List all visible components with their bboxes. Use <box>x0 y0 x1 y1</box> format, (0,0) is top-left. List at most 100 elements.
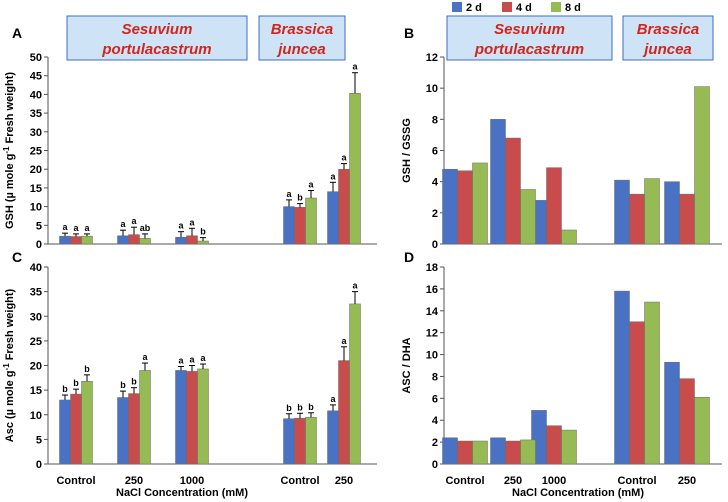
sig-letter-C: a <box>189 355 195 365</box>
bar-A-s0-c1 <box>117 235 129 245</box>
sig-letter-A: a <box>73 223 79 233</box>
bar-B-s0-c4 <box>664 181 680 245</box>
y-tick-label-C: 20 <box>30 361 42 373</box>
bar-D-s0-c3 <box>614 290 630 465</box>
sig-letter-C: b <box>62 384 68 394</box>
legend-swatch-1 <box>502 2 512 12</box>
bar-B-s1-c0 <box>457 170 473 245</box>
bar-C-s0-c1 <box>117 397 129 465</box>
species-banners: Sesuvium portulacastrum Brassica juncea Sesu… <box>66 15 714 61</box>
x-tick-label-C: 250 <box>125 475 143 487</box>
banner-brassica-right-line-0: Brassica <box>637 21 700 38</box>
sig-letter-A: b <box>297 193 303 203</box>
bar-B-s0-c1 <box>490 119 506 245</box>
y-tick-label-C: 40 <box>30 262 42 274</box>
x-tick-label-C: Control <box>56 475 95 487</box>
bar-A-s0-c4 <box>327 191 339 245</box>
bar-D-s0-c0 <box>442 437 458 465</box>
bar-D-s1-c4 <box>679 378 695 465</box>
bar-D-s2-c3 <box>644 301 660 465</box>
sig-letter-C: a <box>200 353 206 363</box>
sig-letter-C: a <box>142 352 148 362</box>
y-tick-label-A: 5 <box>36 220 42 232</box>
banner-brassica-right-box <box>622 15 714 61</box>
sig-letter-C: b <box>120 380 126 390</box>
sig-letter-A: a <box>286 189 292 199</box>
bar-B-s0-c3 <box>614 179 630 245</box>
bar-A-s0-c0 <box>59 235 71 245</box>
banner-brassica-left-box <box>258 15 346 61</box>
y-axis-title-D: ASC / DHA <box>401 337 413 393</box>
bar-C-s2-c1 <box>139 370 151 465</box>
panel-C: C 0 5 10 15 20 25 30 35 40 Asc (µ mole g-1 Fresh w… <box>2 249 377 487</box>
banner-sesuvium-left-line-0: Sesuvium <box>122 21 193 38</box>
y-tick-label-B: 2 <box>432 208 438 220</box>
bar-A-s2-c1 <box>139 238 151 245</box>
bar-C-s2-c2 <box>197 368 209 465</box>
y-tick-label-D: 2 <box>432 437 438 449</box>
panel-A: A 0 5 10 15 20 25 30 35 40 45 50 GSH (µ mole g-1 Fre… <box>2 25 377 251</box>
bar-C-s0-c2 <box>175 370 187 465</box>
y-tick-label-C: 15 <box>30 385 42 397</box>
x-tick-label-D: 250 <box>504 475 522 487</box>
legend-label-0: 2 d <box>466 2 482 14</box>
x-axis-title-right: NaCl Concentration (mM) <box>512 487 644 499</box>
sig-letter-A: a <box>341 153 347 163</box>
bar-A-s1-c4 <box>338 168 350 245</box>
bar-D-s2-c1 <box>520 439 536 465</box>
bar-A-s2-c0 <box>81 235 93 245</box>
banner-sesuvium-right-box <box>446 15 613 61</box>
bar-D-s2-c4 <box>694 396 710 465</box>
x-tick-label-C: Control <box>280 475 319 487</box>
bar-B-s0-c0 <box>442 168 458 245</box>
sig-letter-A: a <box>352 62 358 72</box>
bar-B-s1-c3 <box>629 193 645 245</box>
bar-C-s2-c3 <box>305 416 317 465</box>
bar-D-s1-c1 <box>505 440 521 465</box>
y-tick-label-A: 40 <box>30 89 42 101</box>
y-tick-label-A: 0 <box>36 239 42 251</box>
sig-letter-A: ab <box>140 223 151 233</box>
bar-B-s1-c1 <box>505 137 521 245</box>
y-tick-label-B: 10 <box>426 83 438 95</box>
x-axis-title-left: NaCl Concentration (mM) <box>116 487 248 499</box>
y-tick-label-B: 0 <box>432 239 438 251</box>
bar-C-s1-c3 <box>294 417 306 465</box>
x-tick-label-C: 250 <box>335 475 353 487</box>
y-tick-label-D: 16 <box>426 284 438 296</box>
bar-A-s1-c3 <box>294 207 306 245</box>
sig-letter-A: a <box>308 180 314 190</box>
sig-letter-C: b <box>131 377 137 387</box>
y-tick-label-A: 45 <box>30 71 42 83</box>
bar-D-s0-c1 <box>490 437 506 465</box>
banner-brassica-right-line-1: juncea <box>642 41 692 58</box>
bar-B-s1-c2 <box>546 167 562 245</box>
y-tick-label-A: 15 <box>30 183 42 195</box>
panel-letter-D: D <box>404 249 414 265</box>
y-tick-label-D: 14 <box>426 306 439 318</box>
y-tick-label-B: 6 <box>432 146 438 158</box>
panel-letter-B: B <box>404 25 414 41</box>
bar-D-s1-c3 <box>629 321 645 465</box>
banner-sesuvium-left-line-1: portulacastrum <box>101 41 211 58</box>
bar-A-s0-c3 <box>283 206 295 245</box>
x-tick-label-D: Control <box>445 475 484 487</box>
sig-letter-A: a <box>62 222 68 232</box>
y-tick-label-C: 0 <box>36 459 42 471</box>
sig-letter-C: a <box>330 394 336 404</box>
bar-C-s2-c4 <box>349 303 361 465</box>
banner-sesuvium-left-box <box>66 15 248 61</box>
y-axis-title-B: GSH / GSSG <box>401 118 413 183</box>
y-tick-label-D: 8 <box>432 371 438 383</box>
y-tick-label-D: 18 <box>426 262 438 274</box>
y-tick-label-C: 10 <box>30 410 42 422</box>
y-tick-label-D: 12 <box>426 328 438 340</box>
sig-letter-C: b <box>297 402 303 412</box>
y-tick-label-A: 50 <box>30 52 42 64</box>
bar-D-s1-c2 <box>546 425 562 465</box>
bar-C-s0-c3 <box>283 418 295 465</box>
sig-letter-C: a <box>341 336 347 346</box>
y-tick-label-C: 30 <box>30 311 42 323</box>
sig-letter-A: a <box>330 171 336 181</box>
